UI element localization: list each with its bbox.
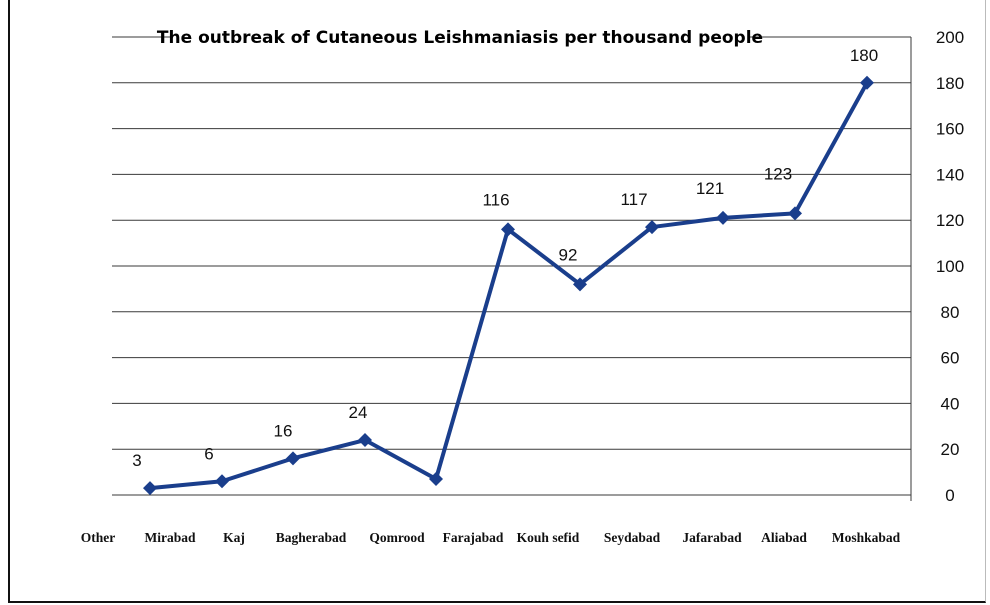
x-tick-labels: Other Mirabad Kaj Bagherabad Qomrood Farajaba…: [81, 530, 901, 545]
data-point-marker: [358, 433, 372, 448]
y-tick-label: 100: [936, 257, 964, 276]
x-tick-label: Moshkabad: [832, 530, 901, 545]
title-background: [172, 26, 748, 48]
data-label: 6: [204, 444, 213, 463]
x-tick-label: Jafarabad: [682, 530, 742, 545]
x-tick-label: Bagherabad: [276, 530, 347, 545]
y-tick-label: 20: [941, 440, 960, 459]
y-tick-label: 140: [936, 165, 964, 184]
grid-layer: [112, 36, 911, 496]
series-line: [149, 81, 869, 491]
data-point-marker: [215, 474, 229, 489]
x-tick-label: Mirabad: [144, 530, 195, 545]
data-point-marker: [645, 220, 659, 235]
data-labels: 3 6 16 24 116 92 117 121 123 180: [132, 46, 878, 470]
data-label: 16: [274, 421, 293, 440]
y-tick-label: 160: [936, 120, 964, 139]
data-point-marker: [143, 481, 157, 496]
data-points: [143, 75, 874, 496]
data-label: 117: [620, 190, 647, 209]
data-point-marker: [788, 206, 802, 221]
data-label: 116: [482, 190, 509, 209]
x-tick-label: Seydabad: [604, 530, 661, 545]
chart-frame: [8, 0, 986, 603]
x-tick-label: Aliabad: [761, 530, 807, 545]
chart-title: The outbreak of Cutaneous Leishmaniasis …: [157, 28, 763, 48]
y-tick-label: 120: [936, 211, 964, 230]
y-tick-labels: 0 20 40 60 80 100 120 140 160 180 200: [936, 28, 964, 505]
data-point-marker: [286, 451, 300, 466]
data-point-marker: [573, 277, 587, 292]
data-point-marker: [860, 75, 874, 90]
data-label: 92: [559, 245, 578, 264]
data-label: 121: [696, 179, 724, 198]
data-label: 123: [764, 164, 792, 183]
y-tick-label: 180: [936, 74, 964, 93]
y-tick-label: 200: [936, 28, 964, 47]
data-label: 24: [349, 403, 368, 422]
x-tick-label: Other: [81, 530, 116, 545]
y-tick-label: 40: [941, 394, 960, 413]
data-point-marker: [501, 222, 515, 237]
data-label: 3: [132, 451, 141, 470]
data-label: 180: [850, 46, 878, 65]
data-point-marker: [429, 471, 443, 486]
x-tick-label: Kouh sefid: [517, 530, 580, 545]
y-tick-label: 60: [941, 349, 960, 368]
y-tick-label: 80: [941, 303, 960, 322]
x-tick-label: Qomrood: [369, 530, 425, 545]
x-tick-label: Kaj: [223, 530, 245, 545]
y-tick-label: 0: [945, 486, 954, 505]
data-point-marker: [716, 210, 730, 225]
x-tick-label: Farajabad: [443, 530, 504, 545]
